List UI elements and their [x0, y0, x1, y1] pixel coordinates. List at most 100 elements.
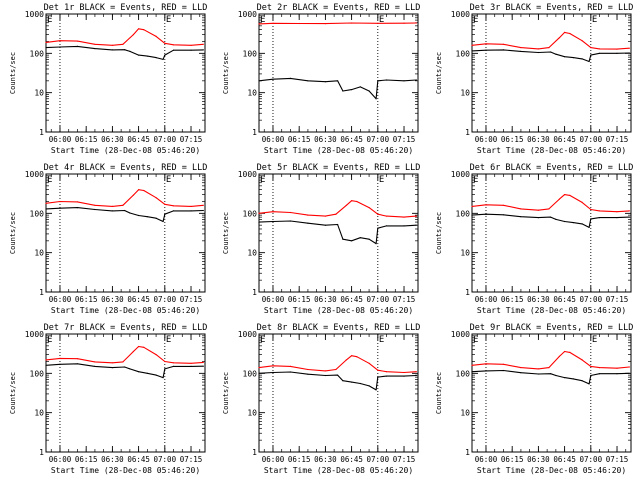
- x-tick-label: 07:00: [154, 455, 177, 464]
- chart-title: Det 4r BLACK = Events, RED = LLD: [44, 163, 208, 173]
- data-point-events: [590, 218, 592, 220]
- x-tick-label: 06:30: [527, 295, 550, 304]
- data-point-lld: [351, 22, 353, 24]
- data-point-lld: [564, 350, 566, 353]
- data-point-lld: [202, 361, 204, 363]
- data-point-events: [471, 214, 473, 216]
- y-tick-label: 10: [460, 249, 470, 258]
- x-tick-label: 06:15: [288, 455, 311, 464]
- x-tick-label: 07:00: [154, 135, 177, 144]
- data-point-events: [172, 365, 175, 367]
- chart-title: Det 8r BLACK = Events, RED = LLD: [257, 323, 421, 333]
- x-tick-label: 06:30: [101, 135, 124, 144]
- chart-title: Det 5r BLACK = Events, RED = LLD: [257, 163, 421, 173]
- series-line-lld: [258, 200, 417, 218]
- data-point-lld: [616, 211, 618, 213]
- y-tick-label: 1: [465, 288, 470, 297]
- x-tick-label: 06:30: [314, 455, 337, 464]
- chart-panel-1: Det 1r BLACK = Events, RED = LLD 1 10 100 10…: [9, 3, 207, 155]
- data-point-lld: [403, 216, 405, 218]
- x-tick-label: 07:00: [154, 295, 177, 304]
- x-tick-label: 06:30: [314, 295, 337, 304]
- data-point-events: [485, 370, 487, 372]
- data-point-lld: [403, 371, 405, 374]
- data-point-events: [588, 226, 590, 228]
- data-point-lld: [581, 359, 583, 361]
- data-point-events: [146, 372, 148, 374]
- data-point-lld: [111, 205, 113, 207]
- data-point-lld: [415, 371, 417, 373]
- y-axis-label: Counts/sec: [222, 372, 230, 414]
- data-point-lld: [628, 47, 630, 49]
- data-point-events: [190, 210, 192, 212]
- data-point-lld: [351, 200, 353, 202]
- data-point-lld: [485, 43, 487, 45]
- data-point-events: [616, 52, 618, 54]
- data-point-events: [289, 77, 292, 79]
- data-point-events: [485, 213, 487, 215]
- data-point-events: [555, 218, 557, 220]
- data-point-events: [385, 79, 388, 81]
- data-point-lld: [190, 362, 192, 364]
- data-point-lld: [132, 350, 134, 353]
- data-point-lld: [590, 208, 592, 211]
- y-tick-label: 10: [34, 249, 44, 258]
- y-tick-label: 1: [252, 288, 257, 297]
- chart-panel-5: Det 5r BLACK = Events, RED = LLD 1 10 100 10…: [222, 163, 420, 315]
- x-tick-label: 06:00: [475, 455, 498, 464]
- data-point-events: [555, 374, 557, 377]
- data-point-events: [588, 383, 590, 385]
- x-axis-label: Start Time (28-Dec-08 05:46:20): [51, 466, 200, 475]
- data-point-events: [359, 86, 361, 88]
- y-axis-label: Counts/sec: [435, 372, 443, 414]
- x-tick-label: 07:00: [580, 135, 603, 144]
- y-tick-label: 1000: [451, 10, 470, 19]
- data-point-lld: [368, 207, 370, 209]
- data-point-events: [351, 240, 353, 242]
- data-point-events: [162, 220, 164, 223]
- data-point-events: [368, 238, 370, 240]
- data-point-lld: [94, 204, 96, 206]
- series-line-events: [258, 77, 417, 100]
- y-tick-label: 100: [243, 209, 258, 218]
- x-axis-label: Start Time (28-Dec-08 05:46:20): [477, 466, 626, 475]
- data-point-lld: [132, 34, 134, 36]
- y-axis-label: Counts/sec: [222, 212, 230, 254]
- data-point-events: [337, 223, 339, 226]
- data-point-lld: [548, 367, 550, 369]
- data-point-lld: [385, 215, 388, 217]
- chart-title: Det 1r BLACK = Events, RED = LLD: [44, 3, 208, 13]
- data-point-events: [550, 51, 552, 53]
- data-point-lld: [307, 214, 309, 216]
- data-point-events: [307, 373, 309, 375]
- data-point-events: [272, 371, 274, 374]
- data-point-events: [385, 375, 388, 377]
- data-point-lld: [298, 22, 300, 25]
- y-axis-label: Counts/sec: [435, 212, 443, 254]
- data-point-events: [258, 372, 260, 374]
- x-tick-label: 06:15: [75, 135, 98, 144]
- data-point-lld: [94, 43, 96, 45]
- y-tick-label: 100: [456, 49, 471, 58]
- y-tick-label: 1000: [25, 170, 44, 179]
- data-point-events: [628, 52, 630, 54]
- series-line-lld: [45, 189, 204, 207]
- y-axis-label: Counts/sec: [435, 52, 443, 94]
- data-point-events: [337, 374, 339, 376]
- data-point-events: [111, 210, 113, 212]
- data-point-lld: [520, 47, 522, 49]
- data-point-lld: [415, 215, 417, 217]
- data-point-lld: [76, 201, 79, 203]
- data-point-lld: [111, 362, 113, 364]
- x-tick-label: 06:30: [101, 455, 124, 464]
- data-point-lld: [335, 368, 337, 371]
- data-point-events: [502, 214, 505, 216]
- data-point-events: [581, 223, 583, 225]
- data-point-lld: [628, 210, 630, 212]
- data-point-lld: [258, 367, 260, 369]
- x-tick-label: 07:15: [393, 455, 416, 464]
- data-point-events: [359, 382, 361, 385]
- data-point-lld: [164, 203, 166, 205]
- x-tick-label: 07:00: [367, 295, 390, 304]
